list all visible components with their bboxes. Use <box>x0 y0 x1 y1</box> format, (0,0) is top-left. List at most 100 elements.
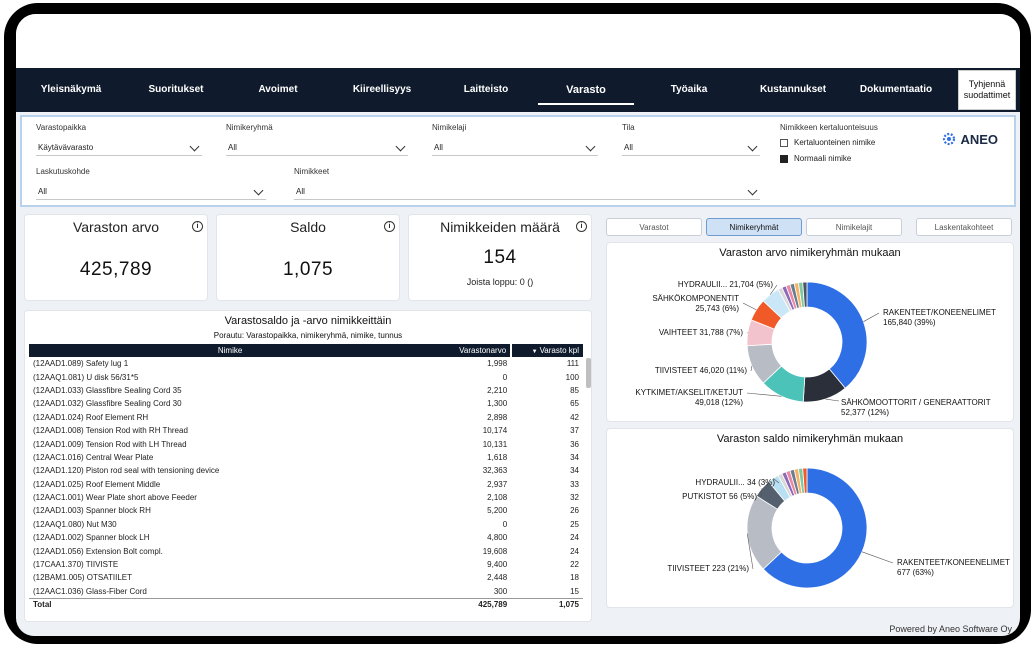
table-row[interactable]: (12AAC1.001) Wear Plate short above Feed… <box>29 491 583 504</box>
table-row[interactable]: (12AAD1.033) Glassfibre Sealing Cord 35 2… <box>29 384 583 397</box>
item-name: (12AAC1.016) Central Wear Plate <box>33 452 154 462</box>
item-name: (17CAA1.370) TIIVISTE <box>33 560 119 570</box>
item-count: 32 <box>570 493 579 503</box>
slice-label: TIIVISTEET 46,020 (11%) <box>655 366 748 375</box>
item-name: (12AAD1.009) Tension Rod with LH Thread <box>33 439 187 449</box>
tab-yleisnakyma[interactable]: Yleisnäkymä <box>40 84 102 95</box>
total-label: Total <box>29 597 432 612</box>
table-row[interactable]: (12AAD1.003) Spanner block RH 5,200 26 <box>29 504 583 517</box>
column-header-nimike[interactable]: Nimike <box>29 344 432 357</box>
table-row[interactable]: (17CAA1.370) TIIVISTE 9,400 22 <box>29 558 583 571</box>
item-name: (12AAD1.120) Piston rod seal with tensio… <box>33 466 220 476</box>
table-subtitle: Porautu: Varastopaikka, nimikeryhmä, nim… <box>213 331 403 340</box>
table-row[interactable]: (12AAD1.024) Roof Element RH 2,898 42 <box>29 411 583 424</box>
laskutuskohde-select[interactable]: All <box>36 184 266 200</box>
tila-select[interactable]: All <box>622 140 760 156</box>
chart-card-saldo: Varaston saldo nimikeryhmän mukaan RAKEN… <box>606 428 1014 608</box>
table-row[interactable]: (12AAD1.056) Extension Bolt compl. 19,608… <box>29 544 583 557</box>
checkbox[interactable] <box>780 154 788 163</box>
kpi-card-varaston-arvo: Varaston arvo i 425,789 <box>24 214 208 301</box>
item-name: (12AAQ1.080) Nut M30 <box>33 519 117 529</box>
table-row[interactable]: (12AAD1.002) Spanner block LH 4,800 24 <box>29 531 583 544</box>
nimikkeet-select[interactable]: All <box>294 184 760 200</box>
kpi-title: Varaston arvo <box>72 219 160 235</box>
powered-by: Powered by Aneo Software Oy <box>889 624 1012 634</box>
slice-label: 677 (63%) <box>897 568 934 577</box>
chevron-down-icon <box>253 185 264 196</box>
option-kertaluonteinen[interactable]: Kertaluonteinen nimike <box>780 138 875 147</box>
tab-varasto[interactable]: Varasto <box>538 68 634 112</box>
item-count: 85 <box>570 385 579 395</box>
table-row[interactable]: (12AAD1.008) Tension Rod with RH Thread 1… <box>29 424 583 437</box>
kpi-subtext: Joista loppu: 0 () <box>466 277 534 287</box>
nimikeryhma-select[interactable]: All <box>226 140 408 156</box>
item-count: 34 <box>570 452 579 462</box>
item-name: (12AAD1.033) Glassfibre Sealing Cord 35 <box>33 385 182 395</box>
table-row[interactable]: (12AAD1.120) Piston rod seal with tensio… <box>29 464 583 477</box>
item-count: 36 <box>570 439 579 449</box>
info-icon[interactable]: i <box>384 221 395 232</box>
column-header-varastonarvo[interactable]: Varastonarvo <box>431 344 513 357</box>
item-count: 100 <box>565 372 579 382</box>
donut-slice[interactable] <box>806 281 868 389</box>
item-value: 1,300 <box>487 399 508 409</box>
table-row[interactable]: (12AAQ1.080) Nut M30 0 25 <box>29 518 583 531</box>
table-row[interactable]: (12BAM1.005) OTSATIILET 2,448 18 <box>29 571 583 584</box>
item-count: 22 <box>570 560 579 570</box>
filter-panel: Varastopaikka Käytävävarasto Nimikeryhmä… <box>20 115 1016 207</box>
chart-title: Varaston arvo nimikeryhmän mukaan <box>719 247 901 259</box>
kpi-card-nimikkeiden-maara: Nimikkeiden määrä i 154 Joista loppu: 0 … <box>408 214 592 301</box>
donut-slice[interactable] <box>762 467 868 589</box>
table-row[interactable]: (12AAQ1.081) U disk 56/31*5 0 100 <box>29 370 583 383</box>
tab-laitteisto[interactable]: Laitteisto <box>463 84 509 95</box>
tab-avoimet[interactable]: Avoimet <box>258 84 298 95</box>
tab-kiireellisyys[interactable]: Kiireellisyys <box>352 84 412 95</box>
gear-icon <box>943 132 956 146</box>
item-count: 42 <box>570 412 579 422</box>
table-row[interactable]: (12AAC1.016) Central Wear Plate 1,618 34 <box>29 451 583 464</box>
label-leader-line <box>760 488 763 498</box>
table-row[interactable]: (12AAD1.009) Tension Rod with LH Thread 1… <box>29 437 583 450</box>
info-icon[interactable]: i <box>192 221 203 232</box>
tila-value: All <box>624 143 633 152</box>
slice-label: PUTKISTOT 56 (5%) <box>682 492 757 501</box>
laskutuskohde-value: All <box>38 187 47 196</box>
option-normaali[interactable]: Normaali nimike <box>780 154 851 163</box>
column-header-varasto-kpl[interactable]: ▼ Varasto kpl <box>511 344 583 357</box>
table-row[interactable]: (12AAD1.025) Roof Element Middle 2,937 33 <box>29 478 583 491</box>
item-count: 24 <box>570 546 579 556</box>
nimikelaji-select[interactable]: All <box>432 140 598 156</box>
main-navigation: Yleisnäkymä Suoritukset Avoimet Kiireell… <box>16 68 1020 112</box>
tab-kustannukset[interactable]: Kustannukset <box>759 84 827 95</box>
dashboard-screen: Yleisnäkymä Suoritukset Avoimet Kiireell… <box>16 14 1020 636</box>
tab-nimikeryhmat[interactable]: Nimikeryhmät <box>706 218 802 236</box>
item-value: 9,400 <box>487 560 508 570</box>
kpi-card-saldo: Saldo i 1,075 <box>216 214 400 301</box>
info-icon[interactable]: i <box>576 221 587 232</box>
table-row[interactable]: (12AAD1.032) Glassfibre Sealing Cord 30 1… <box>29 397 583 410</box>
checkbox[interactable] <box>780 138 788 147</box>
tab-varastot[interactable]: Varastot <box>606 218 702 236</box>
table-row[interactable]: (12AAD1.089) Safety lug 1 1,998 111 <box>29 357 583 370</box>
donut-slice-other[interactable] <box>802 467 808 494</box>
kpi-value: 425,789 <box>79 259 153 280</box>
tab-nimikelajit[interactable]: Nimikelajit <box>806 218 902 236</box>
item-count: 65 <box>570 399 579 409</box>
varastopaikka-select[interactable]: Käytävävarasto <box>36 140 202 156</box>
item-count: 37 <box>570 426 579 436</box>
filter-label-laskutuskohde: Laskutuskohde <box>36 167 90 176</box>
chart-title: Varaston saldo nimikeryhmän mukaan <box>716 433 904 445</box>
tab-suoritukset[interactable]: Suoritukset <box>148 84 204 95</box>
tab-laskentakohteet[interactable]: Laskentakohteet <box>916 218 1012 236</box>
filter-label-nimikeryhma: Nimikeryhmä <box>226 123 273 132</box>
tab-dokumentaatio[interactable]: Dokumentaatio <box>859 84 933 95</box>
table-row[interactable]: (12AAC1.036) Glass-Fiber Cord 300 15 <box>29 585 583 598</box>
donut-slice-other[interactable] <box>802 281 808 308</box>
table-title: Varastosaldo ja -arvo nimikkeittäin <box>224 315 392 327</box>
slice-label: 49,018 (12%) <box>695 398 743 407</box>
table-scrollbar[interactable] <box>586 358 591 388</box>
filter-label-nimikkeet: Nimikkeet <box>294 167 330 176</box>
clear-filters-button[interactable]: Tyhjennä suodattimet <box>958 70 1016 110</box>
filter-label-varastopaikka: Varastopaikka <box>36 123 87 132</box>
tab-tyoaika[interactable]: Työaika <box>670 84 708 95</box>
